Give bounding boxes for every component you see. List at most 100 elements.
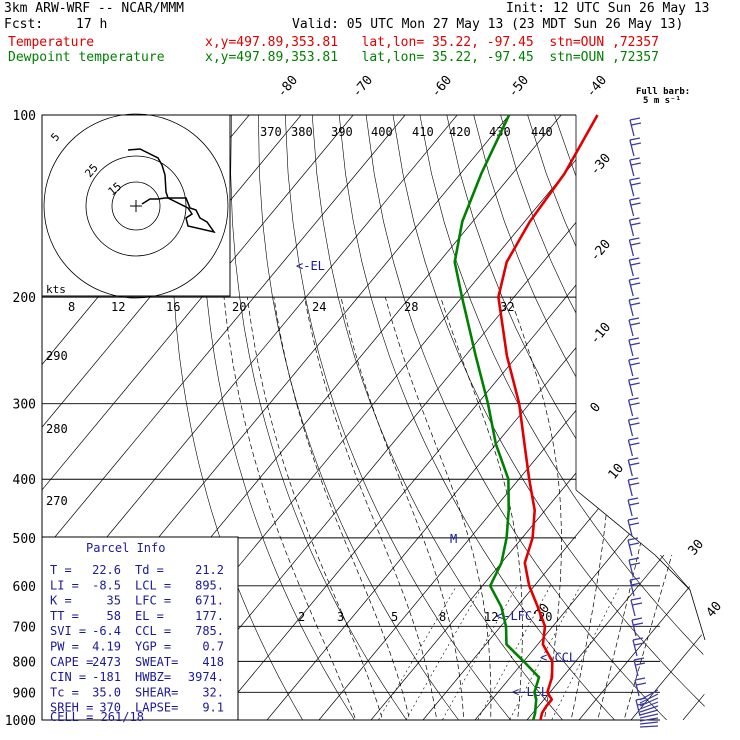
wind-barb	[627, 459, 633, 477]
moist-adiabat-line	[594, 297, 675, 720]
speed-label: 24	[312, 300, 326, 314]
speed-label: 8	[68, 300, 75, 314]
wind-barb	[632, 639, 638, 657]
wind-barb	[627, 539, 633, 557]
wind-barb	[628, 219, 635, 237]
wind-barb	[629, 119, 635, 137]
isotherm-label: -80	[275, 73, 302, 101]
dry-adiabat-line	[392, 115, 705, 720]
dry-adiabat-label: 280	[46, 422, 68, 436]
wind-barb	[627, 519, 633, 537]
parcel-param-label: LI =	[50, 578, 79, 592]
parcel-param-label: SREH =	[50, 701, 93, 715]
dewpoint-legend-label: Dewpoint temperature	[8, 50, 165, 65]
parcel-param-value: 671.	[195, 594, 224, 608]
theta-label: 370	[260, 125, 282, 139]
isotherm-line	[214, 115, 705, 720]
mixing-ratio-line	[544, 585, 621, 720]
isotherm-label: -10	[588, 320, 615, 348]
pressure-tick-label: 400	[13, 473, 36, 488]
isotherm-line	[42, 115, 406, 720]
wind-barb	[629, 579, 635, 597]
wind-barb	[627, 419, 634, 437]
theta-label: 400	[371, 125, 393, 139]
wind-barb	[639, 701, 659, 710]
isotherm-line	[682, 115, 705, 720]
parcel-param-value: 177.	[195, 609, 224, 623]
moist-adiabat-line	[340, 297, 465, 720]
dry-adiabat-line	[473, 115, 705, 720]
parcel-param-value: -6.4	[92, 624, 121, 638]
isotherm-line	[422, 115, 705, 720]
wind-barb	[639, 705, 659, 713]
forecast-hour: 17 h	[76, 17, 108, 32]
cell-motion: CELL = 261/18	[50, 710, 144, 724]
wind-barb	[630, 599, 636, 617]
dry-adiabat-label: 290	[46, 349, 68, 363]
moist-adiabat-line	[223, 297, 361, 720]
wind-barb	[639, 693, 659, 704]
parcel-param-label: LAPSE=	[135, 701, 178, 715]
dry-adiabat-line	[311, 115, 575, 720]
isotherm-line	[42, 115, 354, 720]
speed-label: 32	[500, 300, 514, 314]
parcel-param-label: CAPE =	[50, 655, 93, 669]
isotherm-line	[630, 115, 705, 720]
dry-adiabat-line	[634, 115, 705, 720]
wind-barb	[627, 439, 634, 457]
parcel-param-label: Td =	[135, 563, 164, 577]
parcel-param-label: T =	[50, 563, 72, 577]
wind-barb	[639, 697, 659, 707]
speed-label: 20	[232, 300, 246, 314]
isotherm-line	[266, 115, 705, 720]
speed-label: 28	[404, 300, 418, 314]
parcel-param-value: 4.19	[92, 640, 121, 654]
wind-barb	[627, 479, 633, 497]
wind-barb	[628, 299, 634, 317]
wind-barb	[628, 319, 634, 337]
kts-label: kts	[46, 283, 66, 296]
parcel-param-value: 3974.	[188, 670, 224, 684]
pressure-tick-label: 600	[13, 580, 36, 595]
dewpoint-legend-meta: x,y=497.89,353.81 lat,lon= 35.22, -97.45…	[205, 50, 659, 65]
temperature-legend-label: Temperature	[8, 35, 95, 50]
isotherm-label: -20	[588, 237, 615, 265]
hodograph: 15 25 5 kts	[41, 113, 231, 299]
isotherm-label: 30	[686, 537, 708, 559]
parcel-param-value: 35	[107, 594, 121, 608]
isotherm-label: -30	[588, 151, 615, 179]
wind-barb	[639, 689, 659, 701]
init-time: Init: 12 UTC Sun 26 May 13	[506, 1, 710, 16]
wind-barb	[635, 699, 641, 717]
parcel-param-value: 58	[107, 609, 121, 623]
dry-adiabat-line	[338, 115, 627, 720]
mixing-ratio-line	[370, 585, 457, 720]
wind-barb	[628, 259, 634, 277]
wind-barb	[628, 359, 634, 377]
parcel-param-value: 32.	[202, 685, 224, 699]
parcel-param-value: 418	[202, 655, 224, 669]
isotherm-label: -70	[350, 73, 377, 101]
wind-barb	[629, 179, 635, 197]
isotherm-line	[318, 115, 705, 720]
pressure-tick-label: 900	[13, 686, 36, 701]
dry-adiabat-line	[688, 115, 705, 720]
wind-barb	[639, 725, 659, 728]
wind-barb	[628, 559, 634, 577]
parcel-param-label: YGP =	[135, 640, 171, 654]
isotherm-label: 0	[588, 400, 605, 416]
theta-label: 390	[331, 125, 353, 139]
parcel-param-label: CIN =	[50, 670, 86, 684]
isotherm-line	[370, 115, 705, 720]
isotherm-label: -60	[429, 73, 456, 101]
parcel-param-value: 0.7	[202, 640, 224, 654]
dry-adiabat-label: 270	[46, 494, 68, 508]
moist-adiabat-line	[440, 296, 523, 720]
mixing-ratio-label: 3	[337, 610, 344, 624]
wind-barb	[639, 717, 659, 722]
temperature-profile	[497, 114, 599, 721]
wind-barb	[628, 199, 635, 217]
pressure-tick-label: 200	[13, 291, 36, 306]
parcel-param-value: 9.1	[202, 701, 224, 715]
